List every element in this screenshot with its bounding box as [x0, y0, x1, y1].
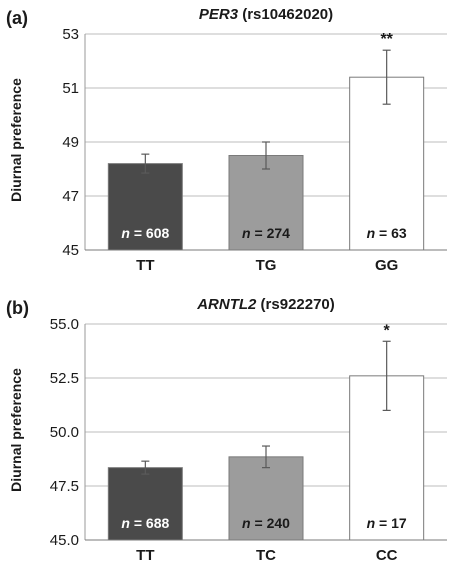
y-tick-label: 47 — [62, 188, 79, 205]
panel-label: (b) — [6, 298, 29, 318]
n-equals: = — [251, 225, 267, 241]
n-symbol: n — [242, 225, 251, 241]
n-symbol: n — [242, 515, 251, 531]
y-tick-label: 45.0 — [50, 532, 79, 549]
bar — [107, 163, 183, 251]
n-equals: = — [251, 515, 267, 531]
n-label: n = 274 — [242, 225, 290, 241]
significance-marker: ** — [380, 31, 393, 48]
y-tick-label: 55.0 — [50, 316, 79, 333]
y-tick-label: 52.5 — [50, 370, 79, 387]
n-label: n = 240 — [242, 515, 290, 531]
gene-name: ARNTL2 — [197, 296, 257, 313]
n-equals: = — [130, 225, 146, 241]
y-tick-label: 49 — [62, 134, 79, 151]
chart-title: ARNTL2 (rs922270) — [85, 296, 447, 313]
bar — [107, 467, 183, 541]
n-symbol: n — [367, 515, 376, 531]
x-category-label: TT — [136, 547, 154, 564]
gene-name: PER3 — [198, 6, 239, 23]
n-value: 688 — [146, 515, 170, 531]
n-symbol: n — [367, 225, 376, 241]
x-category-label: CC — [376, 547, 398, 564]
significance-marker: * — [384, 322, 391, 339]
chart-panel-b: (b) ARNTL2 (rs922270) Diurnal preference… — [0, 290, 462, 570]
y-tick-label: 47.5 — [50, 478, 79, 495]
n-label: n = 688 — [121, 515, 169, 531]
snp-id: (rs10462020) — [242, 6, 334, 23]
n-equals: = — [375, 515, 391, 531]
n-label: n = 17 — [367, 515, 407, 531]
x-category-label: TT — [136, 257, 154, 274]
snp-id: (rs922270) — [260, 296, 335, 313]
n-value: 274 — [267, 225, 291, 241]
n-label: n = 608 — [121, 225, 169, 241]
x-category-label: TG — [256, 257, 277, 274]
chart-title: PER3 (rs10462020) — [85, 6, 447, 23]
bar — [228, 155, 304, 251]
n-symbol: n — [121, 515, 130, 531]
n-value: 608 — [146, 225, 170, 241]
n-symbol: n — [121, 225, 130, 241]
n-equals: = — [375, 225, 391, 241]
n-value: 240 — [267, 515, 291, 531]
n-value: 17 — [391, 515, 407, 531]
bar — [349, 76, 425, 251]
n-value: 63 — [391, 225, 407, 241]
panel-label: (a) — [6, 8, 28, 28]
x-category-label: TC — [256, 547, 276, 564]
bar-chart-b: 45.0 47.5 50.0 52.5 55.0 n = 688 TT n = 240 TC * n… — [50, 316, 447, 564]
n-equals: = — [130, 515, 146, 531]
y-tick-label: 45 — [62, 242, 79, 259]
n-label: n = 63 — [367, 225, 407, 241]
bar-chart-a: 45 47 49 51 53 n = 608 TT n = 274 TG ** n = 63 GG — [62, 26, 447, 274]
chart-panel-a: (a) PER3 (rs10462020) Diurnal preference… — [0, 0, 462, 280]
y-tick-label: 51 — [62, 80, 79, 97]
y-tick-label: 53 — [62, 26, 79, 43]
x-category-label: GG — [375, 257, 398, 274]
y-tick-label: 50.0 — [50, 424, 79, 441]
